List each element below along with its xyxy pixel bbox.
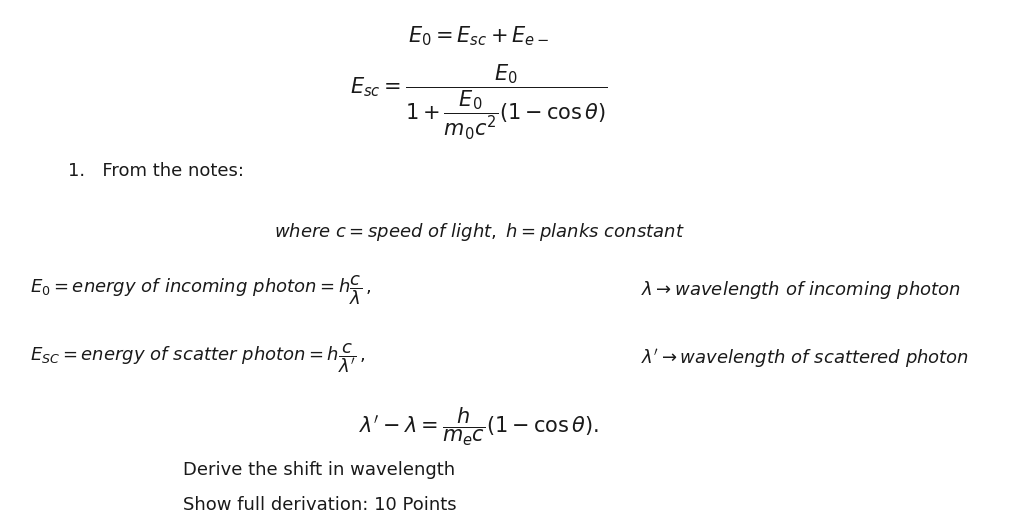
Text: $E_{SC} = \it{energy\ of\ scatter\ photon} = h\dfrac{c}{\lambda'}\,,$: $E_{SC} = \it{energy\ of\ scatter\ photo… xyxy=(30,342,366,376)
Text: $E_0 = \it{energy\ of\ incoming\ photon} = h\dfrac{c}{\lambda}\,,$: $E_0 = \it{energy\ of\ incoming\ photon}… xyxy=(30,273,372,306)
Text: Show full derivation: 10 Points: Show full derivation: 10 Points xyxy=(183,496,457,514)
Text: $\lambda' \rightarrow \it{wavelength\ of\ scattered\ photon}$: $\lambda' \rightarrow \it{wavelength\ of… xyxy=(641,347,970,370)
Text: $E_{sc} = \dfrac{E_0}{1 + \dfrac{E_0}{m_0 c^2}(1 - \cos\theta)}$: $E_{sc} = \dfrac{E_0}{1 + \dfrac{E_0}{m_… xyxy=(350,62,607,142)
Text: $\it{where\ c = speed\ of\ light,\ h = planks\ constant}$: $\it{where\ c = speed\ of\ light,\ h = p… xyxy=(273,221,684,243)
Text: $\lambda \rightarrow \it{wavelength\ of\ incoming\ photon}$: $\lambda \rightarrow \it{wavelength\ of\… xyxy=(641,279,962,301)
Text: 1.   From the notes:: 1. From the notes: xyxy=(69,162,245,180)
Text: $\lambda' - \lambda = \dfrac{h}{m_e c}(1 - \cos\theta).$: $\lambda' - \lambda = \dfrac{h}{m_e c}(1… xyxy=(359,406,599,448)
Text: $E_0 = E_{sc} + E_{e-}$: $E_0 = E_{sc} + E_{e-}$ xyxy=(409,24,550,47)
Text: Derive the shift in wavelength: Derive the shift in wavelength xyxy=(183,461,455,479)
